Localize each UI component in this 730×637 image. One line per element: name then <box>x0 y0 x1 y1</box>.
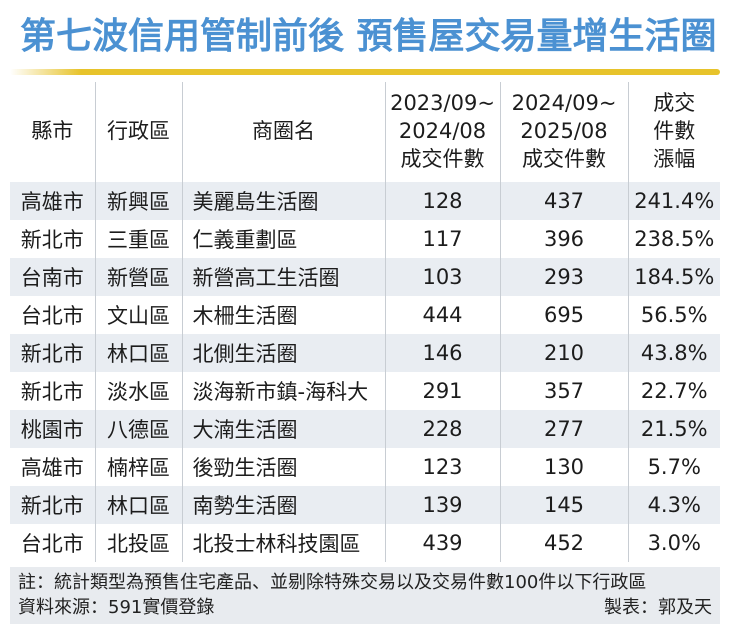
change-cell: 5.7% <box>647 455 701 479</box>
area-cell: 淡海新市鎮-海科大 <box>182 372 386 410</box>
page-title: 第七波信用管制前後 預售屋交易量增生活圈 <box>20 16 717 57</box>
period1-count-cell: 117 <box>385 220 501 258</box>
col-header-change: 成交 件數 漲幅 <box>628 82 720 182</box>
table-row: 台北市 文山區 木柵生活圈 444 695 56.5% <box>10 296 720 334</box>
area-cell: 北側生活圈 <box>182 334 386 372</box>
title-underline <box>10 69 720 75</box>
footer-line2: 資料來源：591實價登錄 製表：郭及天 <box>18 595 712 620</box>
change-cell: 3.0% <box>647 531 701 555</box>
data-source: 資料來源：591實價登錄 <box>18 597 215 618</box>
change-cell: 184.5% <box>634 265 715 289</box>
period2-count-cell: 452 <box>500 524 629 562</box>
table-body: 高雄市 新興區 美麗島生活圈 128 437 241.4% 新北市 三重區 仁義… <box>10 182 720 562</box>
city-cell: 台北市 <box>10 524 96 562</box>
change-cell: 238.5% <box>634 227 715 251</box>
period2-count-cell: 293 <box>500 258 629 296</box>
area-cell: 北投士林科技園區 <box>182 524 386 562</box>
period2-count-cell: 357 <box>500 372 629 410</box>
table-row: 新北市 淡水區 淡海新市鎮-海科大 291 357 22.7% <box>10 372 720 410</box>
city-cell: 台北市 <box>10 296 96 334</box>
district-cell: 八德區 <box>95 410 183 448</box>
period2-count-cell: 396 <box>500 220 629 258</box>
col-header-area: 商圈名 <box>182 82 386 182</box>
footnote: 註：統計類型為預售住宅產品、並剔除特殊交易以及交易件數100件以下行政區 <box>18 572 647 593</box>
district-cell: 新營區 <box>95 258 183 296</box>
footnote-block: 註：統計類型為預售住宅產品、並剔除特殊交易以及交易件數100件以下行政區 資料來… <box>10 567 720 624</box>
area-cell: 美麗島生活圈 <box>182 182 386 220</box>
district-cell: 北投區 <box>95 524 183 562</box>
period1-count-cell: 128 <box>385 182 501 220</box>
table-header-row: 縣市 行政區 商圈名 2023/09~ 2024/08 成交件數 2024/09… <box>10 82 720 182</box>
period1-count-cell: 139 <box>385 486 501 524</box>
table-row: 高雄市 楠梓區 後勁生活圈 123 130 5.7% <box>10 448 720 486</box>
table-row: 高雄市 新興區 美麗島生活圈 128 437 241.4% <box>10 182 720 220</box>
table-row: 新北市 三重區 仁義重劃區 117 396 238.5% <box>10 220 720 258</box>
district-cell: 淡水區 <box>95 372 183 410</box>
period1-count-cell: 291 <box>385 372 501 410</box>
city-cell: 新北市 <box>10 220 96 258</box>
table-row: 新北市 林口區 北側生活圈 146 210 43.8% <box>10 334 720 372</box>
col-header-city: 縣市 <box>10 82 96 182</box>
transactions-table: 縣市 行政區 商圈名 2023/09~ 2024/08 成交件數 2024/09… <box>10 82 720 562</box>
city-cell: 高雄市 <box>10 182 96 220</box>
table-header: 縣市 行政區 商圈名 2023/09~ 2024/08 成交件數 2024/09… <box>10 82 720 182</box>
district-cell: 新興區 <box>95 182 183 220</box>
district-cell: 三重區 <box>95 220 183 258</box>
change-cell: 56.5% <box>640 303 708 327</box>
period1-count-cell: 228 <box>385 410 501 448</box>
col-header-district: 行政區 <box>95 82 183 182</box>
period2-count-cell: 277 <box>500 410 629 448</box>
area-cell: 木柵生活圈 <box>182 296 386 334</box>
district-cell: 林口區 <box>95 486 183 524</box>
col-header-period1-count: 2023/09~ 2024/08 成交件數 <box>385 82 501 182</box>
change-cell: 241.4% <box>634 189 715 213</box>
change-cell: 4.3% <box>647 493 701 517</box>
credit: 製表：郭及天 <box>604 597 712 618</box>
period1-count-cell: 103 <box>385 258 501 296</box>
district-cell: 楠梓區 <box>95 448 183 486</box>
table-row: 新北市 林口區 南勢生活圈 139 145 4.3% <box>10 486 720 524</box>
table-row: 桃園市 八德區 大湳生活圈 228 277 21.5% <box>10 410 720 448</box>
period2-count-cell: 145 <box>500 486 629 524</box>
period2-count-cell: 437 <box>500 182 629 220</box>
city-cell: 桃園市 <box>10 410 96 448</box>
period2-count-cell: 210 <box>500 334 629 372</box>
period2-count-cell: 130 <box>500 448 629 486</box>
table-row: 台北市 北投區 北投士林科技園區 439 452 3.0% <box>10 524 720 562</box>
area-cell: 南勢生活圈 <box>182 486 386 524</box>
city-cell: 台南市 <box>10 258 96 296</box>
area-cell: 新營高工生活圈 <box>182 258 386 296</box>
city-cell: 高雄市 <box>10 448 96 486</box>
district-cell: 文山區 <box>95 296 183 334</box>
period1-count-cell: 444 <box>385 296 501 334</box>
city-cell: 新北市 <box>10 334 96 372</box>
period1-count-cell: 439 <box>385 524 501 562</box>
col-header-period2-count: 2024/09~ 2025/08 成交件數 <box>500 82 629 182</box>
change-cell: 21.5% <box>640 417 708 441</box>
district-cell: 林口區 <box>95 334 183 372</box>
period1-count-cell: 146 <box>385 334 501 372</box>
change-cell: 22.7% <box>640 379 708 403</box>
area-cell: 仁義重劃區 <box>182 220 386 258</box>
area-cell: 後勁生活圈 <box>182 448 386 486</box>
table-row: 台南市 新營區 新營高工生活圈 103 293 184.5% <box>10 258 720 296</box>
area-cell: 大湳生活圈 <box>182 410 386 448</box>
period1-count-cell: 123 <box>385 448 501 486</box>
change-cell: 43.8% <box>640 341 708 365</box>
city-cell: 新北市 <box>10 486 96 524</box>
city-cell: 新北市 <box>10 372 96 410</box>
period2-count-cell: 695 <box>500 296 629 334</box>
